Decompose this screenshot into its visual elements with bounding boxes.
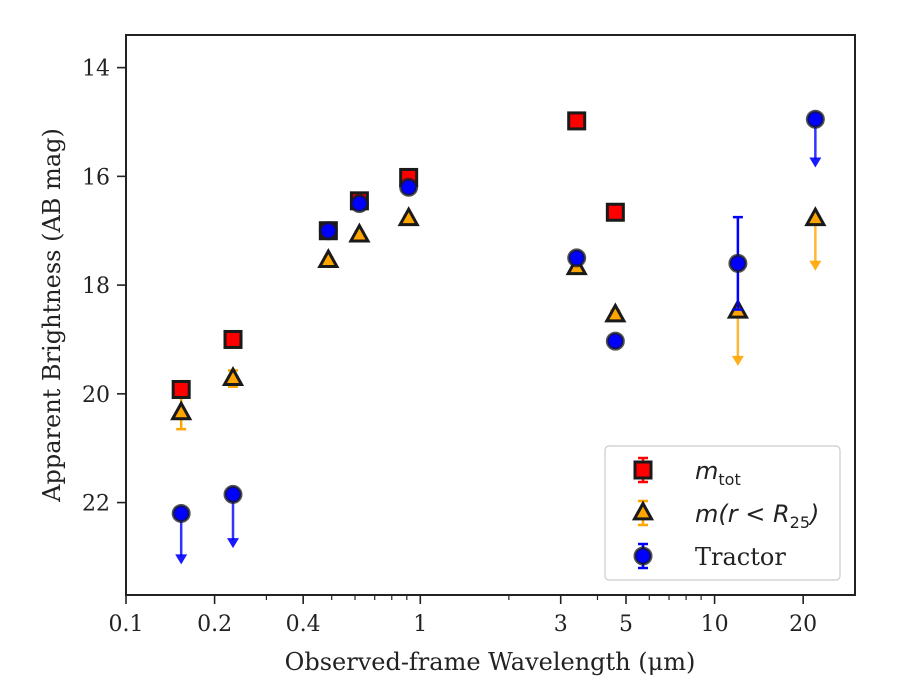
legend: mtot m(r < R25) Tractor [604,445,841,581]
x-tick-label-1: 0.2 [197,612,232,637]
triangle-point-8 [804,206,827,227]
y-axis-label: Apparent Brightness (AB mag) [38,128,66,503]
legend-marker-circle [633,546,653,566]
circle-point-0 [171,503,191,523]
y-tick-label-0: 14 [82,57,110,82]
legend-label-square: mtot [695,457,741,489]
x-tick-label-4: 3 [554,612,568,637]
circle-point-8-upper-limit-arrow-head [809,157,822,168]
circle-point-2 [318,221,338,241]
circle-point-1-upper-limit-arrow-head [227,538,240,549]
triangle-point-0 [170,400,193,421]
triangle-point-4 [397,206,420,227]
circle-point-5 [567,248,587,268]
legend-box [604,445,841,581]
x-tick-label-2: 0.4 [286,612,321,637]
square-point-5 [567,111,587,131]
circle-point-7 [728,253,748,273]
circle-point-4 [399,177,419,197]
legend-marker-triangle [631,500,655,521]
circle-point-6 [605,331,625,351]
x-tick-label-7: 20 [789,612,817,637]
y-tick-label-3: 20 [82,383,110,408]
triangle-point-8-upper-limit-arrow-head [809,260,822,271]
legend-label-circle: Tractor [695,543,786,571]
series-circle [171,109,825,565]
data-marks [170,109,827,565]
circle-point-8 [805,109,825,129]
y-tick-label-4: 22 [82,492,110,517]
legend-entry-square: mtot [633,456,741,489]
circle-point-0-upper-limit-arrow-head [175,554,188,565]
legend-entry-triangle: m(r < R25) [631,499,819,532]
square-point-1 [223,329,243,349]
legend-marker-square [633,460,653,480]
triangle-point-7-upper-limit-arrow [731,311,744,366]
triangle-point-7-upper-limit-arrow-head [731,355,744,366]
axes: 0.1 0.2 0.4 1 3 5 10 20 14 16 18 20 22 [82,57,817,637]
x-tick-label-0: 0.1 [109,612,144,637]
circle-point-3 [349,194,369,214]
triangle-point-3 [348,222,371,243]
x-axis-label: Observed-frame Wavelength (μm) [285,648,696,676]
series-triangle [170,206,827,431]
x-tick-label-6: 10 [701,612,729,637]
y-tick-label-1: 16 [82,165,110,190]
x-tick-label-3: 1 [413,612,427,637]
square-point-0 [171,379,191,399]
circle-point-1 [223,484,243,504]
x-tick-label-5: 5 [619,612,633,637]
triangle-point-1 [221,366,245,387]
triangle-point-2 [317,248,340,269]
triangle-point-6 [604,302,627,323]
legend-entry-circle: Tractor [633,542,786,571]
square-point-6 [605,202,625,222]
plot-frame [125,34,856,596]
legend-label-triangle: m(r < R25) [695,500,819,532]
y-tick-label-2: 18 [82,274,110,299]
